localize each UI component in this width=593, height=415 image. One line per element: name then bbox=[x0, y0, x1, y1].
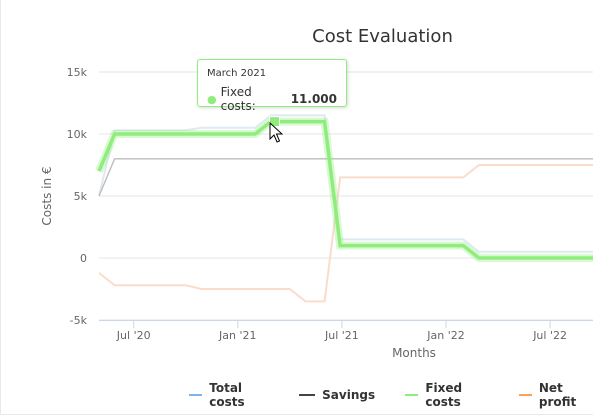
tooltip-row: ● Fixed costs: 11.000 bbox=[207, 85, 337, 113]
x-tick-label: Jan '22 bbox=[426, 329, 464, 342]
tooltip-header: March 2021 bbox=[207, 68, 267, 79]
x-tick-label: Jan '21 bbox=[218, 329, 256, 342]
legend-item-net-profit[interactable]: Net profit bbox=[518, 381, 593, 409]
legend-label: Fixed costs bbox=[425, 381, 463, 409]
y-axis-title: Costs in € bbox=[40, 166, 54, 225]
y-tick-label: 10k bbox=[67, 128, 88, 141]
series-line-total-costs bbox=[98, 114, 593, 253]
legend-item-total-costs[interactable]: Total costs bbox=[189, 381, 269, 409]
y-tick-label: 15k bbox=[67, 66, 88, 79]
x-axis-title: Months bbox=[392, 346, 436, 360]
legend-swatch-icon bbox=[189, 394, 203, 396]
chart-tooltip: March 2021 ● Fixed costs: 11.000 bbox=[197, 59, 347, 113]
legend-item-fixed-costs[interactable]: Fixed costs bbox=[405, 381, 489, 409]
legend-label: Total costs bbox=[209, 381, 245, 409]
tooltip-series-name: Fixed costs: bbox=[220, 85, 256, 113]
legend-swatch-icon bbox=[405, 394, 419, 396]
legend-item-savings[interactable]: Savings bbox=[299, 388, 375, 402]
x-tick-label: Jul '21 bbox=[324, 329, 359, 342]
x-tick-label: Jul '22 bbox=[532, 329, 567, 342]
series-line-fixed-costs bbox=[97, 119, 593, 260]
chart-title: Cost Evaluation bbox=[312, 26, 453, 47]
tooltip-series-dot-icon: ● bbox=[207, 92, 217, 106]
chart-legend: Total costs Savings Fixed costs Net prof… bbox=[189, 381, 593, 409]
y-tick-label: 5k bbox=[74, 190, 88, 203]
series-line-fixed-costs-halo bbox=[95, 117, 593, 262]
legend-swatch-icon bbox=[299, 394, 316, 396]
legend-label: Net profit bbox=[538, 381, 577, 409]
legend-label: Savings bbox=[322, 388, 376, 402]
series-line-savings bbox=[98, 158, 593, 197]
y-tick-label: 0 bbox=[80, 252, 87, 265]
mouse-pointer-icon bbox=[269, 122, 283, 143]
x-tick-label: Jul '20 bbox=[116, 329, 151, 342]
y-tick-label: -5k bbox=[70, 314, 88, 327]
series-line-net-profit bbox=[98, 164, 593, 303]
legend-swatch-icon bbox=[518, 394, 532, 396]
tooltip-value: 11.000 bbox=[290, 92, 337, 106]
